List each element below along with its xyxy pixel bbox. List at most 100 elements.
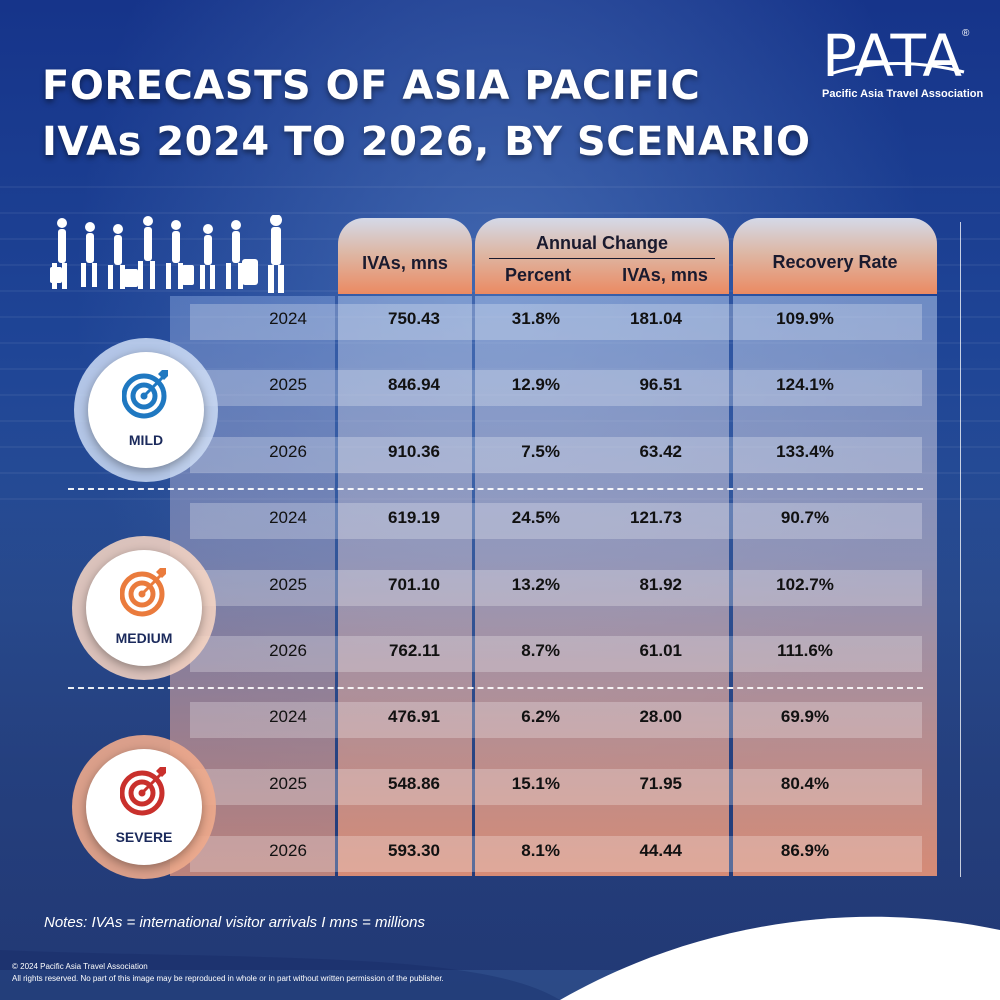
cell-ivas: 762.11: [388, 641, 440, 660]
scenario-divider: [68, 488, 923, 490]
header-annual-change: Annual Change Percent IVAs, mns: [475, 218, 729, 294]
header-annual-change-label: Annual Change: [535, 233, 668, 253]
cell-ivas: 619.19: [388, 508, 440, 527]
cell-ivas: 846.94: [388, 375, 440, 394]
table-row: 2026 593.30 8.1% 44.44 86.9%: [190, 836, 922, 872]
badge-disc: MEDIUM: [86, 550, 202, 666]
row-band: [190, 370, 922, 406]
copyright-line-2: All rights reserved. No part of this ima…: [12, 974, 444, 983]
cell-ivas: 593.30: [388, 841, 440, 860]
cell-year: 2025: [269, 774, 307, 793]
table-row: 2024 476.91 6.2% 28.00 69.9%: [190, 702, 922, 738]
column-recovery-background: [733, 296, 937, 876]
cell-recovery-rate: 86.9%: [780, 841, 830, 860]
cell-year: 2024: [269, 508, 307, 527]
table-row: 2026 910.36 7.5% 63.42 133.4%: [190, 437, 922, 473]
cell-year: 2025: [269, 575, 307, 594]
cell-change-ivas: 181.04: [630, 309, 682, 328]
logo-swoosh-icon: [829, 62, 965, 76]
cell-percent: 8.7%: [521, 641, 560, 660]
cell-ivas: 548.86: [388, 774, 440, 793]
row-band: [190, 636, 922, 672]
logo-registered-mark: ®: [962, 28, 970, 39]
cell-recovery-rate: 69.9%: [780, 707, 830, 726]
header-recovery-rate: Recovery Rate: [733, 218, 937, 294]
pata-logo: PATA ® Pacific Asia Travel Association: [822, 22, 984, 106]
cell-change-ivas: 61.01: [639, 641, 682, 660]
copyright: © 2024 Pacific Asia Travel Association A…: [12, 961, 444, 985]
cell-recovery-rate: 90.7%: [780, 508, 830, 527]
table-row: 2024 619.19 24.5% 121.73 90.7%: [190, 503, 922, 539]
cell-recovery-rate: 109.9%: [776, 309, 834, 328]
cell-year: 2024: [269, 309, 307, 328]
footer-wave: [0, 916, 1000, 1000]
cell-change-ivas: 28.00: [639, 707, 682, 726]
scenario-badge-severe: SEVERE: [72, 735, 216, 879]
copyright-line-1: © 2024 Pacific Asia Travel Association: [12, 962, 148, 971]
table-row: 2026 762.11 8.7% 61.01 111.6%: [190, 636, 922, 672]
table-row: 2025 701.10 13.2% 81.92 102.7%: [190, 570, 922, 606]
page-title: FORECASTS OF ASIA PACIFIC IVAs 2024 TO 2…: [42, 58, 811, 170]
header-ivas-label: IVAs, mns: [362, 253, 448, 273]
title-line-1: FORECASTS OF ASIA PACIFIC: [42, 63, 701, 109]
cell-year: 2026: [269, 442, 307, 461]
column-ivas-background: [338, 296, 472, 876]
cell-change-ivas: 71.95: [639, 774, 682, 793]
target-icon: [120, 767, 166, 816]
cell-year: 2026: [269, 641, 307, 660]
cell-percent: 31.8%: [511, 309, 560, 328]
cell-year: 2025: [269, 375, 307, 394]
target-icon: [120, 568, 166, 617]
cell-recovery-rate: 124.1%: [776, 375, 834, 394]
cell-year: 2024: [269, 707, 307, 726]
scenario-badge-mild: MILD: [74, 338, 218, 482]
scenario-label: MILD: [128, 432, 164, 448]
badge-disc: SEVERE: [86, 749, 202, 865]
row-band: [190, 570, 922, 606]
cell-ivas: 910.36: [388, 442, 440, 461]
cell-ivas: 750.43: [388, 309, 440, 328]
cell-change-ivas: 96.51: [639, 375, 682, 394]
target-icon: [122, 370, 168, 419]
cell-recovery-rate: 80.4%: [780, 774, 830, 793]
cell-percent: 13.2%: [511, 575, 560, 594]
cell-change-ivas: 63.42: [639, 442, 682, 461]
cell-percent: 24.5%: [511, 508, 560, 527]
cell-change-ivas: 44.44: [639, 841, 682, 860]
scenario-badge-medium: MEDIUM: [72, 536, 216, 680]
row-band: [190, 702, 922, 738]
website-url: www.PATA.org: [825, 964, 953, 985]
row-band: [190, 769, 922, 805]
row-band: [190, 503, 922, 539]
cell-recovery-rate: 133.4%: [776, 442, 834, 461]
cell-percent: 12.9%: [511, 375, 560, 394]
row-band: [190, 304, 922, 340]
column-annual-change-background: [475, 296, 729, 876]
scenario-divider: [68, 687, 923, 689]
cell-year: 2026: [269, 841, 307, 860]
cell-recovery-rate: 111.6%: [777, 641, 833, 660]
scenario-label: MEDIUM: [115, 630, 173, 646]
cell-percent: 6.2%: [521, 707, 560, 726]
cell-percent: 15.1%: [511, 774, 560, 793]
badge-disc: MILD: [88, 352, 204, 468]
header-change-ivas-label: IVAs, mns: [622, 265, 708, 285]
title-line-2: IVAs 2024 TO 2026, BY SCENARIO: [42, 119, 811, 165]
right-divider-line: [960, 222, 961, 877]
cell-percent: 8.1%: [521, 841, 560, 860]
travelers-illustration-icon: [50, 215, 284, 293]
scenario-label: SEVERE: [115, 829, 173, 845]
cell-recovery-rate: 102.7%: [776, 575, 834, 594]
header-percent-label: Percent: [504, 265, 572, 285]
table-row: 2024 750.43 31.8% 181.04 109.9%: [190, 304, 922, 340]
header-ivas: IVAs, mns: [338, 218, 472, 294]
cell-change-ivas: 121.73: [630, 508, 682, 527]
row-band: [190, 836, 922, 872]
table-row: 2025 846.94 12.9% 96.51 124.1%: [190, 370, 922, 406]
header-recovery-rate-label: Recovery Rate: [772, 252, 898, 272]
notes-text: Notes: IVAs = international visitor arri…: [44, 914, 425, 931]
table-row: 2025 548.86 15.1% 71.95 80.4%: [190, 769, 922, 805]
cell-percent: 7.5%: [521, 442, 560, 461]
logo-mark: PATA: [822, 22, 964, 90]
logo-subtitle: Pacific Asia Travel Association: [822, 88, 984, 100]
